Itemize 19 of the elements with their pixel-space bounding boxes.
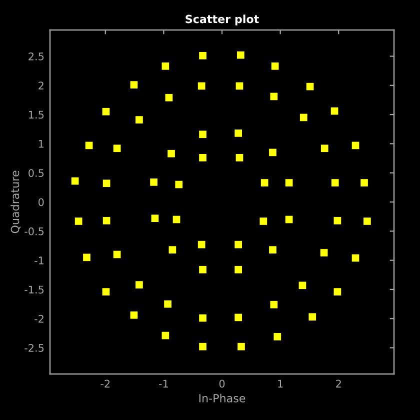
chart-title: Scatter plot (186, 14, 259, 26)
y-tick-label: -0.5 (24, 227, 44, 236)
y-tick-label: 2.5 (28, 52, 44, 60)
y-axis-title: Quadrature (10, 170, 20, 234)
y-tick-label: 0.5 (28, 169, 44, 177)
y-tick-label: -1.5 (24, 286, 44, 294)
x-tick-label: 1 (278, 380, 283, 388)
y-tick-label: -1 (34, 256, 44, 264)
y-tick-label: -2.5 (24, 344, 44, 352)
x-tick-label: -2 (100, 380, 110, 388)
x-tick-label: 2 (336, 380, 341, 388)
y-tick-label: 2 (38, 82, 44, 90)
y-tick-label: 0 (38, 198, 44, 206)
x-axis-title: In-Phase (199, 394, 246, 402)
x-tick-label: 0 (219, 380, 225, 388)
y-tick-label: 1 (38, 140, 44, 148)
x-tick-label: -1 (159, 380, 168, 388)
y-tick-label: -2 (34, 314, 44, 323)
y-tick-label: 1.5 (29, 110, 44, 119)
